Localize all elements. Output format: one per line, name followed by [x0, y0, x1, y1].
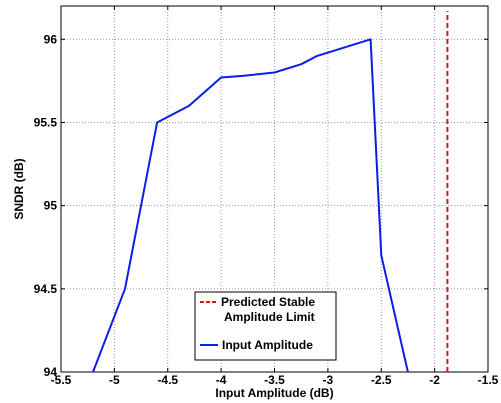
y-axis-label: SNDR (dB) — [12, 158, 26, 219]
legend-box — [194, 291, 337, 361]
x-axis-label: Input Amplitude (dB) — [215, 386, 333, 400]
x-tick-label: -1.5 — [478, 373, 499, 387]
legend: Predicted Stable Amplitude Limit Input A… — [194, 291, 337, 361]
legend-label-input-amplitude: Input Amplitude — [222, 338, 313, 352]
y-tick-label: 94.5 — [34, 282, 58, 296]
legend-label-predicted-limit-line2: Amplitude Limit — [224, 310, 315, 324]
y-tick-label: 95.5 — [34, 115, 58, 129]
series-line-input-amplitude — [92, 38, 409, 373]
x-tick-label: -5.5 — [51, 373, 72, 387]
grid — [61, 6, 488, 372]
y-tick-label: 94 — [44, 365, 58, 379]
y-tick-label: 95 — [44, 199, 58, 213]
x-tick-label: -2 — [429, 373, 440, 387]
legend-label-predicted-limit-line1: Predicted Stable — [221, 295, 315, 309]
axis-ticks: -5.5 -5 -4.5 -4 -3.5 -3 -2.5 -2 -1.5 94 94.5 95 95.5… — [34, 6, 499, 387]
x-tick-label: -2.5 — [371, 373, 392, 387]
series-lines — [92, 11, 449, 373]
y-tick-label: 96 — [44, 32, 58, 46]
x-tick-label: -3.5 — [264, 373, 285, 387]
x-tick-label: -4 — [216, 373, 227, 387]
x-tick-label: -3 — [323, 373, 334, 387]
x-tick-label: -5 — [109, 373, 120, 387]
x-tick-label: -4.5 — [157, 373, 178, 387]
